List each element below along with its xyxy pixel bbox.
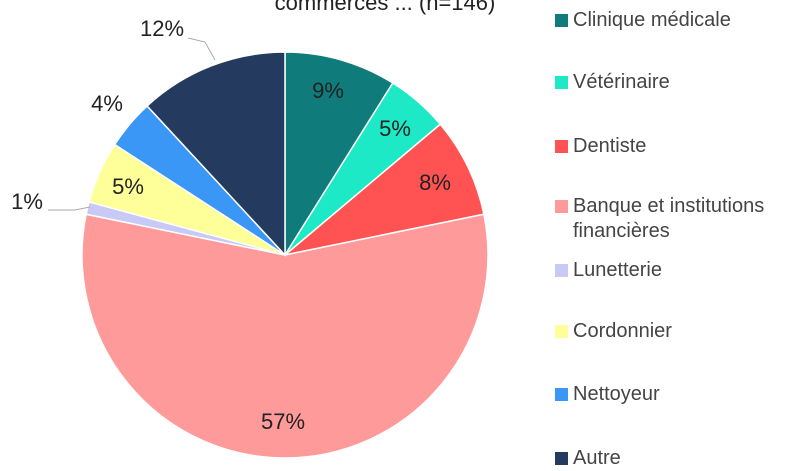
legend-item: Banque et institutions financières bbox=[555, 194, 795, 244]
legend-swatch bbox=[555, 140, 568, 153]
data-label: 1% bbox=[11, 189, 43, 214]
pie-slice bbox=[284, 51, 394, 258]
data-label: 12% bbox=[140, 16, 184, 41]
legend-label: Autre bbox=[573, 447, 621, 469]
pie-slice bbox=[146, 51, 286, 257]
legend-label: Vétérinaire bbox=[573, 71, 670, 93]
legend-label: Clinique médicale bbox=[573, 9, 731, 31]
legend-label: Lunetterie bbox=[573, 259, 662, 281]
legend-swatch bbox=[555, 200, 568, 213]
legend-label: Dentiste bbox=[573, 135, 647, 157]
legend-label: Nettoyeur bbox=[573, 383, 660, 405]
legend-swatch bbox=[555, 264, 568, 277]
data-label: 8% bbox=[419, 170, 451, 195]
legend-item: Lunetterie bbox=[555, 258, 795, 283]
leader-line bbox=[187, 37, 216, 61]
legend-item: Dentiste bbox=[555, 134, 795, 159]
data-label: 57% bbox=[261, 409, 305, 434]
legend-item: Autre bbox=[555, 446, 795, 471]
data-label: 4% bbox=[91, 91, 123, 116]
legend-swatch bbox=[555, 388, 568, 401]
legend-swatch bbox=[555, 452, 568, 465]
legend-swatch bbox=[555, 76, 568, 89]
data-label: 5% bbox=[379, 116, 411, 141]
legend-label: Cordonnier bbox=[573, 320, 672, 342]
legend-item: Clinique médicale bbox=[555, 8, 795, 33]
legend-label: Banque et institutions financières bbox=[573, 195, 765, 242]
data-label: 9% bbox=[312, 78, 344, 103]
legend-swatch bbox=[555, 325, 568, 338]
data-label: 5% bbox=[112, 174, 144, 199]
chart-title: commerces ... (n=146) bbox=[275, 0, 496, 15]
leader-line bbox=[48, 206, 91, 211]
legend-item: Cordonnier bbox=[555, 319, 795, 344]
legend-item: Nettoyeur bbox=[555, 382, 795, 407]
legend-swatch bbox=[555, 14, 568, 27]
pie-slice bbox=[81, 213, 489, 459]
legend-item: Vétérinaire bbox=[555, 70, 795, 95]
pie-slice bbox=[284, 123, 485, 256]
